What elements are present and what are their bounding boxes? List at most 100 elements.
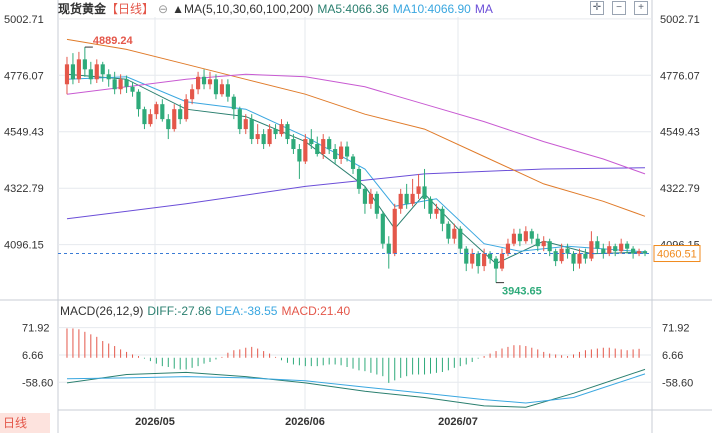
candle-body[interactable] [267,129,272,145]
candle-body[interactable] [124,79,129,87]
candle-body[interactable] [249,119,254,140]
candle-body[interactable] [553,251,558,262]
candle-body[interactable] [166,119,171,130]
candle-body[interactable] [505,243,511,254]
candle-body[interactable] [88,69,93,80]
candle-body[interactable] [213,79,219,95]
candle-body[interactable] [350,156,356,169]
candle-body[interactable] [106,74,111,80]
candle-body[interactable] [625,243,630,249]
candle-body[interactable] [160,104,165,120]
candle-body[interactable] [541,241,546,247]
candle-body[interactable] [607,246,612,254]
candle-body[interactable] [261,134,266,145]
candle-body[interactable] [559,248,564,262]
candle-body[interactable] [434,208,439,214]
crosshair-icon[interactable]: ✛ [590,1,604,15]
candle-body[interactable] [398,193,403,209]
candle-body[interactable] [499,253,505,269]
candle-body[interactable] [321,139,326,155]
candle-body[interactable] [636,251,642,254]
candle-body[interactable] [219,84,225,95]
candle-body[interactable] [273,129,278,135]
candle-body[interactable] [142,109,147,125]
candle-body[interactable] [207,79,213,85]
candle-body[interactable] [297,149,302,162]
candle-body[interactable] [285,124,290,140]
candle-body[interactable] [416,186,421,194]
candle-body[interactable] [583,253,588,259]
candle-body[interactable] [309,139,314,145]
candle-body[interactable] [464,248,469,264]
settings-icon[interactable]: ⊖ [158,2,169,16]
candle-body[interactable] [82,59,87,70]
candle-body[interactable] [487,253,493,259]
candle-body[interactable] [619,243,624,252]
candle-body[interactable] [446,223,451,239]
candle-body[interactable] [195,76,201,90]
candle-body[interactable] [76,59,81,80]
candle-body[interactable] [356,168,362,189]
candle-body[interactable] [565,248,570,254]
candle-body[interactable] [613,246,618,252]
candle-body[interactable] [100,64,105,75]
candle-body[interactable] [148,114,153,125]
candle-body[interactable] [112,79,117,90]
candle-body[interactable] [178,109,183,120]
minus-icon[interactable]: − [612,1,626,15]
candle-body[interactable] [64,64,70,85]
candle-body[interactable] [118,79,123,90]
candle-body[interactable] [315,144,320,155]
candle-body[interactable] [243,119,248,130]
period-tag[interactable]: 【日线】 [106,2,155,16]
candle-body[interactable] [70,64,76,80]
candle-body[interactable] [458,228,463,249]
candle-body[interactable] [136,91,141,110]
indicator-name[interactable]: MA(5,10,30,60,100,200) [183,2,314,16]
candle-body[interactable] [529,231,534,239]
candle-body[interactable] [428,198,433,214]
candle-body[interactable] [547,241,552,252]
candle-body[interactable] [130,86,135,92]
candle-body[interactable] [589,241,594,259]
candle-body[interactable] [517,233,522,242]
candle-body[interactable] [237,109,242,130]
candle-body[interactable] [201,76,207,85]
candle-body[interactable] [452,228,457,239]
candle-body[interactable] [595,241,600,249]
candle-body[interactable] [190,89,195,100]
candle-body[interactable] [386,243,391,254]
candle-body[interactable] [225,84,230,97]
candle-body[interactable] [571,253,576,264]
candle-body[interactable] [231,96,236,110]
period-tab[interactable]: 日线 [0,413,50,433]
candle-body[interactable] [493,258,499,269]
candle-body[interactable] [344,146,350,157]
candle-body[interactable] [404,193,409,204]
candle-body[interactable] [362,188,368,204]
candle-body[interactable] [601,248,606,254]
candle-body[interactable] [511,233,517,244]
candle-body[interactable] [535,238,540,247]
candle-body[interactable] [392,208,397,254]
candle-body[interactable] [380,213,385,244]
candle-body[interactable] [470,253,475,264]
candle-body[interactable] [410,193,415,204]
candle-body[interactable] [374,193,379,214]
candle-body[interactable] [291,139,296,150]
candle-body[interactable] [631,248,636,254]
candle-body[interactable] [184,99,189,120]
candle-body[interactable] [94,64,99,80]
candle-body[interactable] [333,149,338,159]
candle-body[interactable] [154,104,159,115]
candle-body[interactable] [255,134,260,140]
candle-body[interactable] [303,139,308,162]
candle-body[interactable] [523,231,528,242]
candle-body[interactable] [172,109,177,130]
candle-body[interactable] [339,146,344,159]
candle-body[interactable] [327,139,332,150]
candle-body[interactable] [642,251,648,254]
candle-body[interactable] [476,253,481,267]
